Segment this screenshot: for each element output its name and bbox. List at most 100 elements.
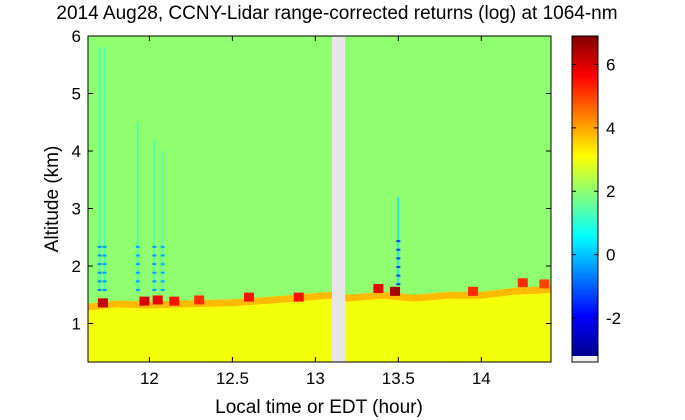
streak-dot (135, 245, 140, 248)
boundary-layer-cell (126, 300, 132, 362)
streak (98, 47, 101, 289)
boundary-layer-cell (361, 293, 367, 362)
boundary-layer-cell (88, 303, 93, 362)
boundary-layer-top-cell (88, 303, 93, 311)
strong-return-cell (468, 286, 479, 296)
boundary-layer-cell (211, 299, 216, 362)
boundary-layer-top-cell (157, 301, 162, 309)
boundary-layer-top-cell (230, 299, 236, 307)
boundary-layer-cell (500, 289, 506, 362)
colorbar-tick-label: 6 (606, 56, 615, 75)
boundary-layer-cell (95, 302, 101, 362)
boundary-layer-cell (381, 291, 386, 362)
boundary-layer-top-cell (149, 301, 155, 309)
colorbar-tick-label: -2 (606, 309, 621, 328)
boundary-layer-cell (292, 294, 297, 362)
boundary-layer-top-cell (539, 286, 544, 294)
boundary-layer-cell (284, 295, 290, 362)
x-tick-label: 12.5 (216, 369, 249, 388)
boundary-layer-cell (392, 292, 398, 362)
boundary-layer-top-cell (284, 295, 290, 303)
boundary-layer-top-cell (392, 292, 398, 300)
streak-dot (135, 263, 140, 266)
boundary-layer-top-cell (304, 293, 309, 301)
boundary-layer-cell (489, 290, 494, 362)
boundary-layer-cell (91, 303, 97, 362)
streak-dot (152, 245, 157, 248)
boundary-layer-cell (458, 291, 463, 362)
boundary-layer-cell (543, 286, 548, 362)
strong-return-cell (390, 286, 401, 296)
boundary-layer-cell (516, 287, 521, 362)
boundary-layer-cell (242, 298, 247, 362)
boundary-layer-cell (496, 289, 502, 362)
boundary-layer-cell (246, 298, 251, 362)
boundary-layer-top-cell (385, 292, 390, 300)
boundary-layer-top-cell (280, 295, 286, 303)
boundary-layer-top-cell (504, 288, 510, 296)
x-tick-label: 13.5 (382, 369, 415, 388)
colorbar-axis: -2 0 2 4 6 (572, 56, 621, 328)
boundary-layer-top-cell (454, 291, 459, 299)
boundary-layer-cell (111, 300, 116, 362)
boundary-layer-cell (523, 287, 529, 362)
boundary-layer-cell (427, 293, 432, 362)
boundary-layer-cell (493, 290, 498, 362)
boundary-layer-cell (149, 301, 155, 362)
streak-dot (160, 254, 165, 257)
boundary-layer-top-cell (493, 290, 498, 298)
boundary-layer-top-cell (458, 291, 463, 299)
boundary-layer-cell (304, 293, 309, 362)
boundary-layer-top-cell (404, 293, 409, 301)
streak-dot (152, 254, 157, 257)
boundary-layer-cell (415, 294, 421, 362)
streak-dot (152, 288, 157, 291)
boundary-layer-cell (99, 302, 105, 362)
boundary-layer-top-cell (219, 299, 224, 307)
boundary-layer-top-cell (234, 299, 240, 306)
x-tick-label: 13 (306, 369, 325, 388)
boundary-layer-cell (396, 293, 402, 362)
strong-returns (97, 278, 550, 308)
boundary-layer-cell (203, 299, 209, 362)
boundary-layer-top-cell (327, 291, 332, 299)
boundary-layer-top-cell (288, 295, 294, 303)
boundary-layer-cell (400, 293, 405, 362)
y-axis: 1 2 3 4 5 6 (72, 27, 551, 333)
boundary-layer-top-cell (496, 289, 502, 297)
boundary-layer-cell (215, 299, 220, 362)
boundary-layer-cell (280, 295, 286, 362)
streak-dot (396, 248, 401, 251)
boundary-layer-top-cell (226, 299, 232, 307)
streak-dot (135, 288, 140, 291)
boundary-layer-cell (238, 298, 243, 362)
x-tick-label: 14 (472, 369, 491, 388)
boundary-layer-cell (512, 287, 517, 362)
boundary-layer-top-cell (361, 293, 367, 301)
boundary-layer-cell (103, 301, 108, 362)
streak-dot (97, 280, 102, 283)
colorbar-gradient (572, 36, 598, 356)
boundary-layer-cell (520, 287, 525, 362)
boundary-layer-cell (504, 288, 510, 362)
y-tick-label: 4 (72, 142, 81, 161)
boundary-layer-cell (385, 292, 390, 362)
boundary-layer-cell (269, 296, 274, 362)
boundary-layer-top-cell (365, 293, 371, 300)
boundary-layer-cell (481, 291, 487, 362)
boundary-layer-cell (535, 286, 541, 362)
boundary-layer-cell (118, 300, 124, 362)
boundary-layer-cell (300, 294, 305, 362)
boundary-layer-top-cell (319, 292, 324, 300)
boundary-layer-top-cell (269, 296, 274, 304)
boundary-layer-top-cell (446, 291, 452, 299)
boundary-layer-cell (230, 299, 236, 362)
colorbar-tick-label: 2 (606, 182, 615, 201)
streak-dot (135, 254, 140, 257)
y-tick-label: 5 (72, 84, 81, 103)
boundary-layer-cell (473, 291, 479, 362)
boundary-layer-cell (172, 300, 178, 362)
boundary-layer-cell (130, 301, 135, 362)
boundary-layer-top-cell (415, 294, 421, 302)
boundary-layer-top-cell (358, 293, 363, 301)
